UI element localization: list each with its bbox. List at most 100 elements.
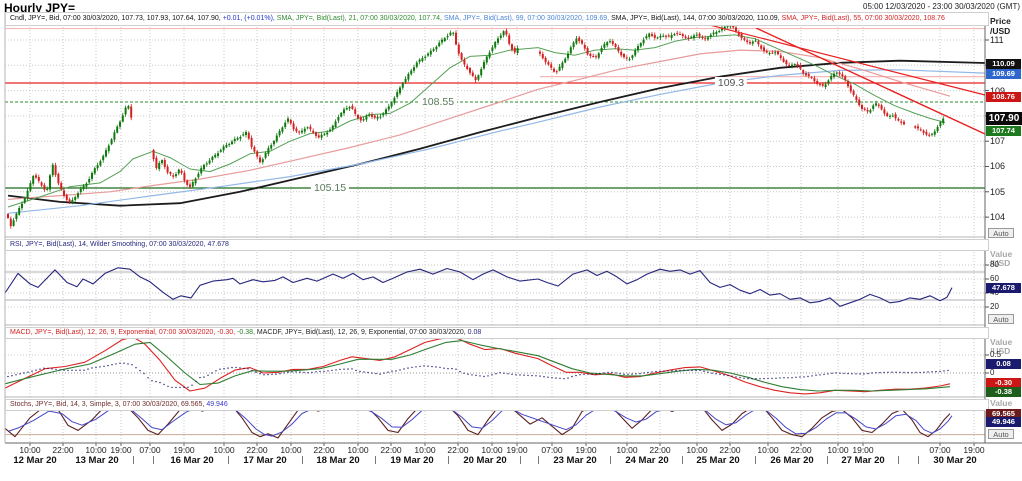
macd-histogram: [7, 362, 949, 389]
sma-21-line: [7, 34, 946, 208]
rsi-axis-unit: Value: [990, 249, 1013, 259]
price-badge: 110.09: [986, 59, 1021, 69]
trendline: [755, 27, 986, 135]
legend-segment: RSI, JPY=, Bid(Last), 14, Wilder Smoothi…: [10, 241, 229, 248]
x-axis-time: 22:00: [52, 445, 74, 455]
price-badge: 108.76: [986, 92, 1021, 102]
rsi-badge: 47.678: [986, 283, 1021, 293]
x-axis-date: 18 Mar 20: [316, 455, 360, 466]
legend-segment: Stochs, JPY=, Bid, 14, 3, Simple, 3, 07:…: [10, 401, 207, 408]
annotation-label: 108.55: [418, 95, 458, 108]
x-axis-date: 17 Mar 20: [243, 455, 287, 466]
legend-segment: 0.08: [467, 329, 482, 336]
x-axis-date: 12 Mar 20: [13, 455, 57, 466]
x-axis-date: 25 Mar 20: [696, 455, 740, 466]
x-axis-day-separator: [755, 456, 756, 464]
x-axis-date: 19 Mar 20: [390, 455, 434, 466]
macd-signal-line: [4, 340, 951, 392]
rsi-legend[interactable]: RSI, JPY=, Bid(Last), 14, Wilder Smoothi…: [5, 239, 989, 251]
legend-segment: SMA, JPY=, Bid(Last), 21, 07:00 30/03/20…: [276, 15, 444, 22]
stoch-badge: 49.946: [986, 417, 1021, 427]
x-axis-time: 07:00: [541, 445, 563, 455]
x-axis-day-separator: [375, 456, 376, 464]
legend-segment: MACDF, JPY=, Bid(Last), 12, 26, 9, Expon…: [256, 329, 468, 336]
price-tick: 105: [990, 186, 1006, 197]
x-axis-day-separator: [302, 456, 303, 464]
legend-segment: MACD, JPY=, Bid(Last), 12, 26, 9, Expone…: [10, 329, 238, 336]
x-axis-time: 22:00: [447, 445, 469, 455]
chart-title: Hourly JPY=: [4, 1, 76, 15]
x-axis-time: 19:00: [963, 445, 985, 455]
macd-tick: 0.5: [990, 350, 1002, 359]
x-axis-date: 27 Mar 20: [841, 455, 885, 466]
x-axis-time: 07:00: [139, 445, 161, 455]
candles: [7, 22, 945, 229]
x-axis-date: 24 Mar 20: [625, 455, 669, 466]
x-axis-time: 10:00: [347, 445, 369, 455]
sma-55-line: [7, 49, 951, 200]
price-badge: 107.74: [986, 126, 1021, 136]
auto-scale-button[interactable]: Auto: [988, 314, 1014, 324]
legend-segment: SMA, JPY=, Bid(Last), 55, 07:00 30/03/20…: [781, 15, 945, 22]
price-legend[interactable]: Cndl, JPY=, Bid, 07:00 30/03/2020, 107.7…: [5, 12, 989, 26]
x-axis-date: 16 Mar 20: [170, 455, 214, 466]
macd-axis-unit-denom: /USD: [990, 346, 1011, 356]
stoch-badge: 69.565: [986, 409, 1021, 419]
x-axis-time: 19:00: [852, 445, 874, 455]
stoch-legend[interactable]: Stochs, JPY=, Bid, 14, 3, Simple, 3, 07:…: [5, 399, 989, 411]
x-axis-time: 10:00: [481, 445, 503, 455]
x-axis-date: 30 Mar 20: [933, 455, 977, 466]
macd-tick: 0: [990, 368, 995, 377]
x-axis-date: 26 Mar 20: [770, 455, 814, 466]
price-tick: 106: [990, 161, 1006, 172]
x-axis-date: 20 Mar 20: [463, 455, 507, 466]
macd-badge: -0.30: [986, 378, 1021, 388]
rsi-line: [4, 267, 953, 307]
x-axis-time: 10:00: [85, 445, 107, 455]
x-axis-time: 10:00: [19, 445, 41, 455]
x-axis-day-separator: [448, 456, 449, 464]
x-axis-time: 19:00: [575, 445, 597, 455]
rsi-tick: 80: [990, 260, 999, 269]
sma-99-line: [7, 69, 986, 214]
x-axis-day-separator: [682, 456, 683, 464]
price-tick: 104: [990, 212, 1006, 223]
x-axis-time: 22:00: [380, 445, 402, 455]
x-axis-day-separator: [153, 456, 154, 464]
x-axis-time: 10:00: [414, 445, 436, 455]
macd-axis-unit: Value: [990, 337, 1013, 347]
x-axis-day-separator: [827, 456, 828, 464]
x-axis-time: 10:00: [280, 445, 302, 455]
x-axis-drag-area[interactable]: [5, 443, 985, 468]
price-tick: 109: [990, 85, 1006, 96]
trendline: [689, 19, 986, 96]
annotation-label: 105.15: [310, 182, 350, 194]
x-axis-time: 10:00: [827, 445, 849, 455]
y-axis-drag-area[interactable]: [985, 12, 1022, 443]
macd-legend[interactable]: MACD, JPY=, Bid(Last), 12, 26, 9, Expone…: [5, 327, 989, 339]
auto-scale-button[interactable]: Auto: [988, 429, 1014, 439]
x-axis-day-separator: [918, 456, 919, 464]
price-axis-unit-denom: /USD: [990, 26, 1011, 36]
x-axis-time: 22:00: [313, 445, 335, 455]
x-axis-day-separator: [228, 456, 229, 464]
x-axis-time: 19:00: [173, 445, 195, 455]
price-tick: 111: [990, 34, 1004, 45]
x-axis-time: 22:00: [649, 445, 671, 455]
macd-badge: -0.38: [986, 387, 1021, 397]
x-axis-time: 10:00: [213, 445, 235, 455]
legend-segment: -0.38,: [237, 329, 257, 336]
rsi-axis-unit-denom: /USD: [990, 258, 1011, 268]
auto-scale-button[interactable]: Auto: [988, 228, 1014, 238]
stoch-axis-unit: Value: [990, 398, 1013, 408]
legend-segment: +0.01, (+0.01%),: [222, 15, 277, 22]
rsi-tick: 20: [990, 302, 999, 311]
x-axis-day-separator: [133, 456, 134, 464]
x-axis-time: 10:00: [686, 445, 708, 455]
legend-segment: SMA, JPY=, Bid(Last), 144, 07:00 30/03/2…: [611, 15, 782, 22]
x-axis-day-separator: [520, 456, 521, 464]
x-axis-time: 07:00: [929, 445, 951, 455]
legend-segment: 49.946: [206, 401, 228, 408]
x-axis-day-separator: [610, 456, 611, 464]
